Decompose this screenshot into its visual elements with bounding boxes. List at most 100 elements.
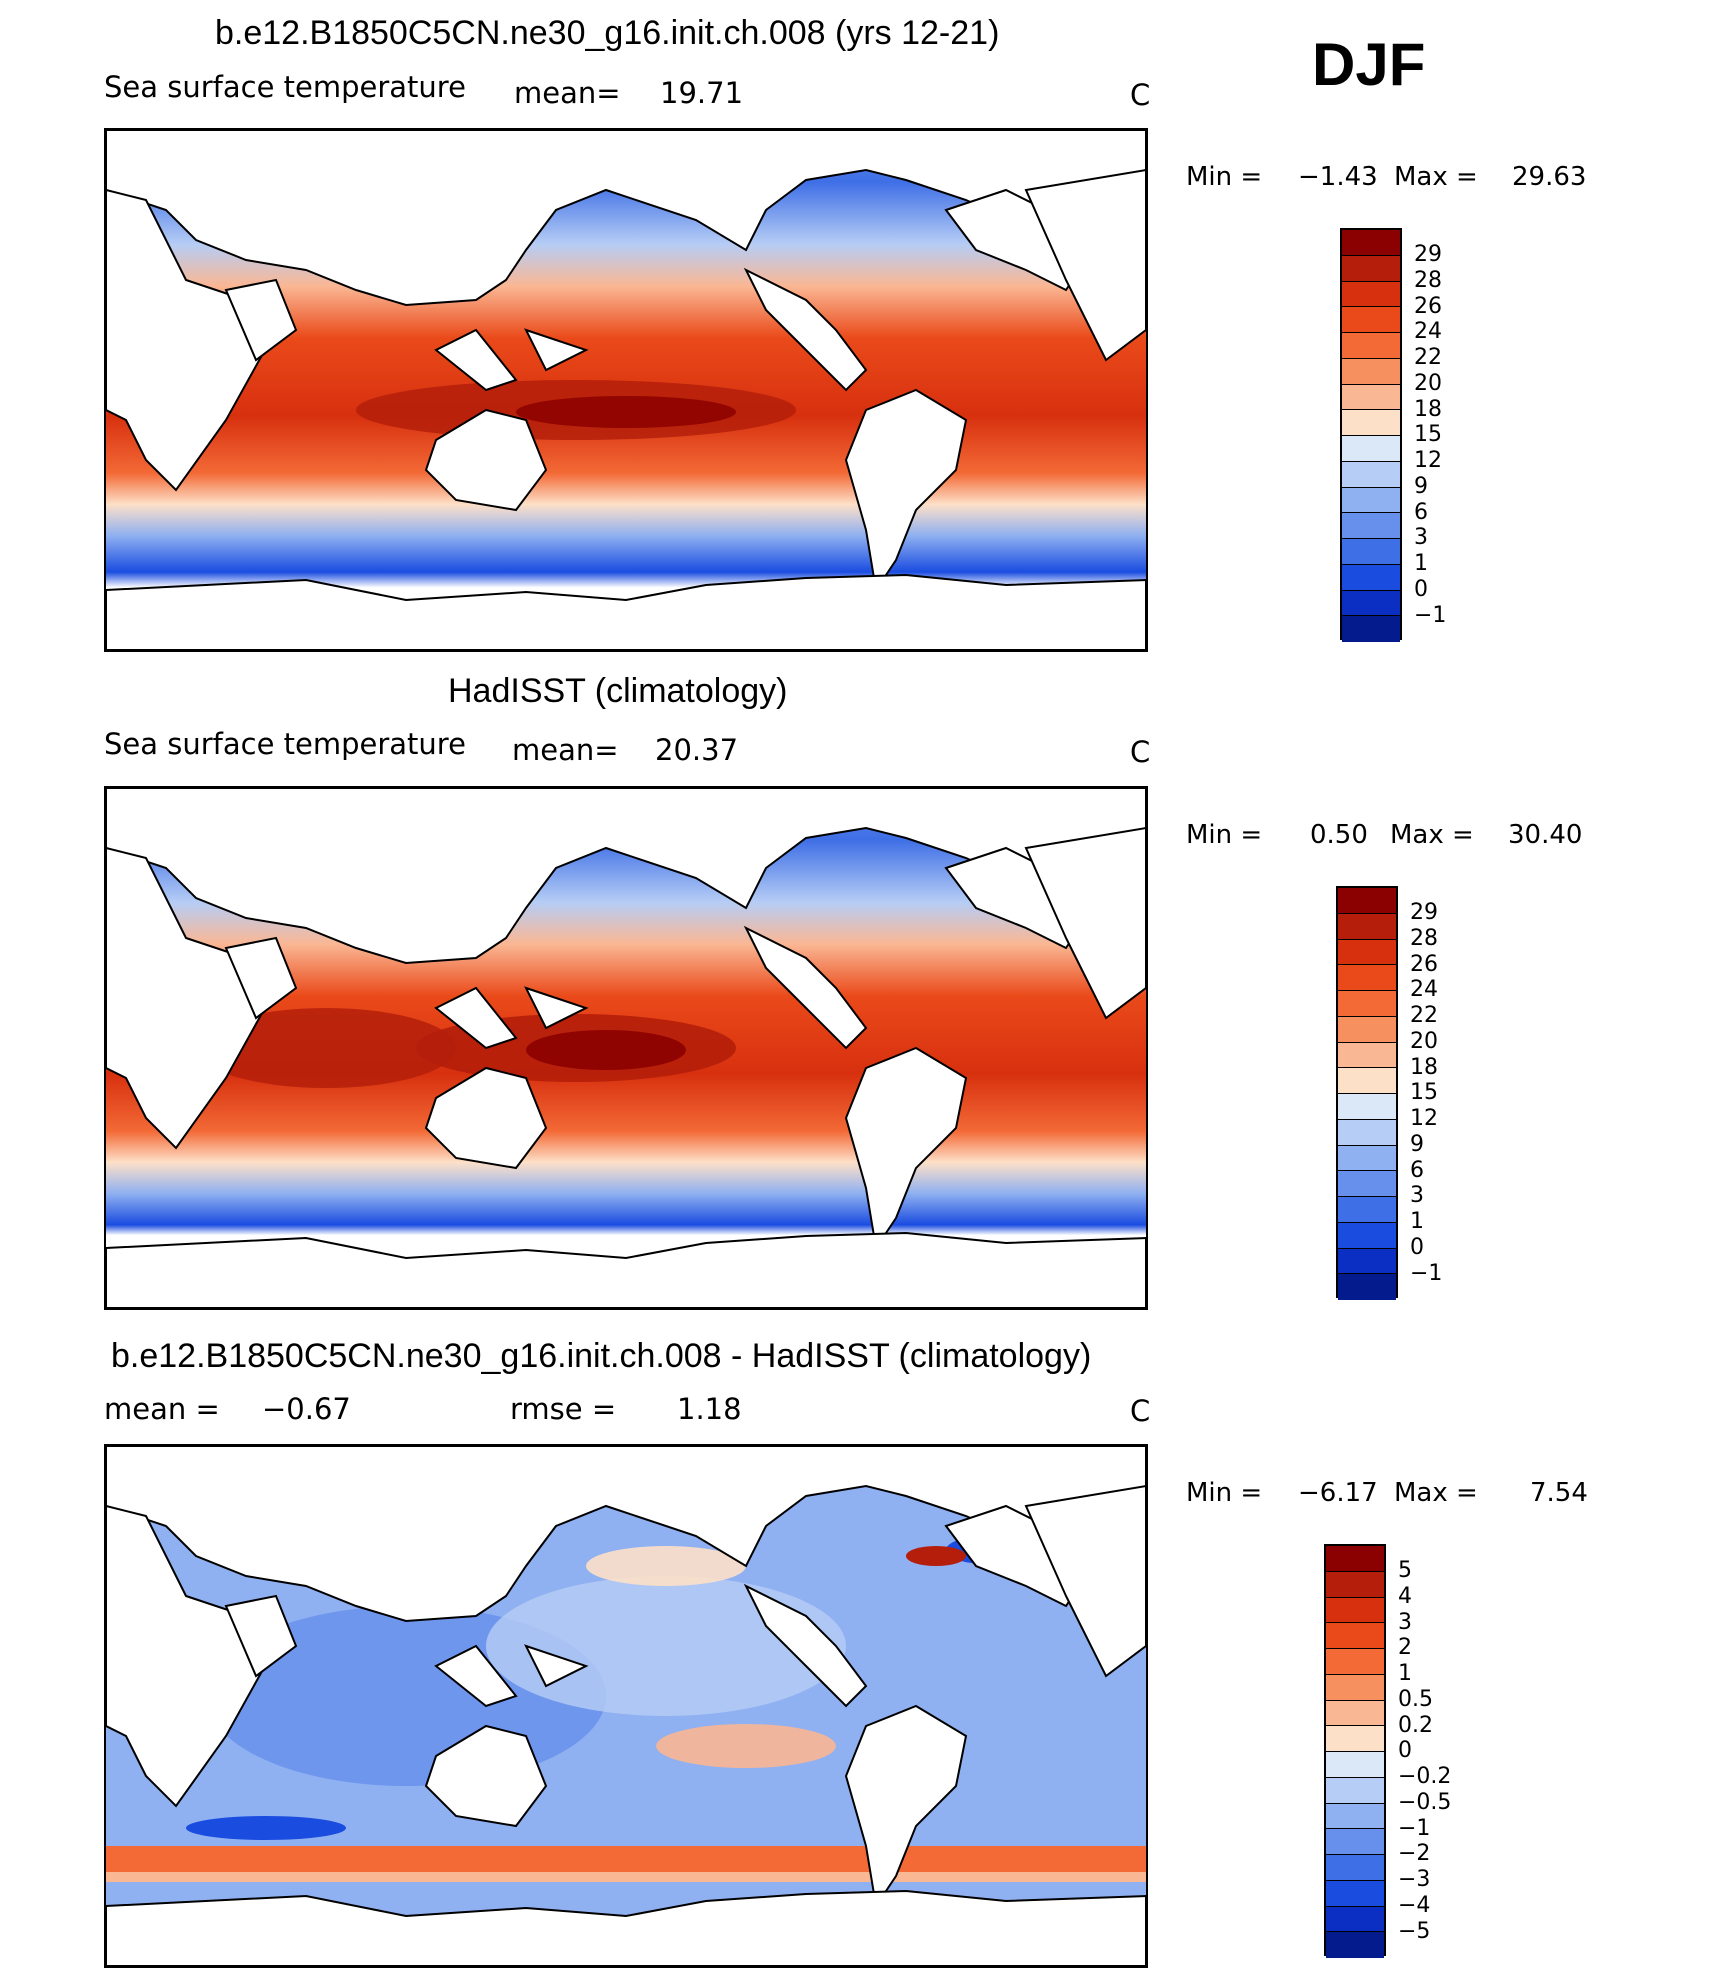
colorbar-segment <box>1342 539 1400 565</box>
colorbar-segment <box>1338 1068 1396 1094</box>
colorbar-label: 3 <box>1414 525 1428 551</box>
colorbar-label: −5 <box>1398 1918 1431 1944</box>
colorbar-label: −1 <box>1414 602 1447 628</box>
panel3-rmse-value: 1.18 <box>677 1392 742 1426</box>
colorbar-label: 1 <box>1414 551 1428 576</box>
colorbar-segment <box>1338 965 1396 991</box>
colorbar-segment <box>1338 991 1396 1017</box>
colorbar-segment <box>1338 1119 1396 1146</box>
panel1-mean-value: 19.71 <box>660 76 744 110</box>
colorbar-label: 12 <box>1410 1106 1438 1131</box>
panel1-min-label: Min = <box>1186 162 1263 192</box>
colorbar-segment <box>1342 358 1400 385</box>
colorbar-label: 29 <box>1410 900 1438 925</box>
colorbar-segment <box>1342 590 1400 617</box>
colorbar-segment <box>1326 1546 1384 1572</box>
colorbar-label: 9 <box>1410 1131 1424 1157</box>
colorbar-label: 1 <box>1398 1661 1412 1686</box>
colorbar-segment <box>1326 1700 1384 1727</box>
panel3-title: b.e12.B1850C5CN.ne30_g16.init.ch.008 - H… <box>111 1337 1092 1375</box>
colorbar-label: −0.5 <box>1398 1789 1452 1815</box>
panel2-colorbar <box>1336 886 1398 1300</box>
colorbar-label: 5 <box>1398 1558 1412 1583</box>
colorbar-segment <box>1338 1016 1396 1043</box>
colorbar-label: 4 <box>1398 1583 1412 1609</box>
colorbar-segment <box>1326 1880 1384 1907</box>
colorbar-label: 20 <box>1410 1028 1438 1054</box>
panel2-units: C <box>1130 735 1151 769</box>
panel3-min-label: Min = <box>1186 1478 1263 1508</box>
colorbar-segment <box>1326 1803 1384 1830</box>
colorbar-label: 0.2 <box>1398 1712 1433 1738</box>
colorbar-label: −1 <box>1398 1815 1431 1841</box>
colorbar-segment <box>1326 1752 1384 1778</box>
colorbar-segment <box>1338 1145 1396 1172</box>
colorbar-label: 0.5 <box>1398 1686 1433 1712</box>
colorbar-segment <box>1342 487 1400 514</box>
colorbar-segment <box>1338 1248 1396 1275</box>
panel2-min-label: Min = <box>1186 820 1263 850</box>
panel2-mean-value: 20.37 <box>655 733 739 767</box>
panel1-max-value: 29.63 <box>1512 162 1587 192</box>
colorbar-label: 18 <box>1414 396 1442 422</box>
colorbar-label: −4 <box>1398 1892 1431 1918</box>
colorbar-label: 24 <box>1410 977 1438 1003</box>
colorbar-segment <box>1342 461 1400 488</box>
colorbar-label: 28 <box>1410 925 1438 951</box>
panel1-units: C <box>1130 78 1151 112</box>
colorbar-label: −1 <box>1410 1260 1443 1286</box>
colorbar-label: 15 <box>1414 422 1442 448</box>
panel2-title: HadISST (climatology) <box>448 672 788 710</box>
colorbar-label: 24 <box>1414 319 1442 345</box>
panel2-max-value: 30.40 <box>1508 820 1583 850</box>
panel3-mean-label: mean = <box>104 1392 220 1426</box>
colorbar-label: 22 <box>1410 1003 1438 1028</box>
panel1-title: b.e12.B1850C5CN.ne30_g16.init.ch.008 (yr… <box>215 14 1000 52</box>
colorbar-segment <box>1326 1855 1384 1881</box>
panel1-map <box>104 128 1148 652</box>
colorbar-segment <box>1338 888 1396 914</box>
colorbar-label: 26 <box>1414 293 1442 319</box>
colorbar-segment <box>1326 1906 1384 1933</box>
colorbar-label: 28 <box>1414 267 1442 293</box>
colorbar-label: −0.2 <box>1398 1764 1452 1789</box>
colorbar-label: −2 <box>1398 1841 1431 1867</box>
panel3-units: C <box>1130 1394 1151 1428</box>
panel3-colorbar <box>1324 1544 1386 1958</box>
season-label: DJF <box>1312 31 1426 98</box>
colorbar-label: −3 <box>1398 1867 1431 1892</box>
panel3-mean-value: −0.67 <box>262 1392 351 1426</box>
colorbar-segment <box>1326 1597 1384 1624</box>
colorbar-segment <box>1338 939 1396 966</box>
colorbar-segment <box>1342 230 1400 256</box>
panel2-max-label: Max = <box>1390 820 1474 850</box>
colorbar-segment <box>1326 1726 1384 1752</box>
colorbar-segment <box>1342 281 1400 308</box>
colorbar-label: 15 <box>1410 1080 1438 1106</box>
panel1-colorbar <box>1340 228 1402 642</box>
panel3-max-label: Max = <box>1394 1478 1478 1508</box>
colorbar-segment <box>1338 1222 1396 1249</box>
colorbar-segment <box>1338 1171 1396 1197</box>
panel2-mean-label: mean= <box>512 733 619 767</box>
colorbar-segment <box>1342 564 1400 591</box>
panel1-field-label: Sea surface temperature <box>104 70 466 104</box>
colorbar-segment <box>1338 913 1396 940</box>
colorbar-label: 9 <box>1414 473 1428 499</box>
colorbar-label: 20 <box>1414 370 1442 396</box>
colorbar-segment <box>1338 1094 1396 1120</box>
colorbar-label: 22 <box>1414 345 1442 370</box>
panel3-rmse-label: rmse = <box>510 1392 617 1426</box>
colorbar-segment <box>1326 1829 1384 1855</box>
colorbar-label: 2 <box>1398 1635 1412 1661</box>
colorbar-segment <box>1342 384 1400 411</box>
panel3-min-value: −6.17 <box>1298 1478 1378 1508</box>
colorbar-label: 29 <box>1414 242 1442 267</box>
colorbar-label: 0 <box>1414 576 1428 602</box>
panel1-min-value: −1.43 <box>1298 162 1378 192</box>
colorbar-segment <box>1338 1274 1396 1300</box>
panel1-max-label: Max = <box>1394 162 1478 192</box>
colorbar-segment <box>1326 1649 1384 1675</box>
colorbar-label: 6 <box>1414 499 1428 525</box>
colorbar-segment <box>1342 333 1400 359</box>
